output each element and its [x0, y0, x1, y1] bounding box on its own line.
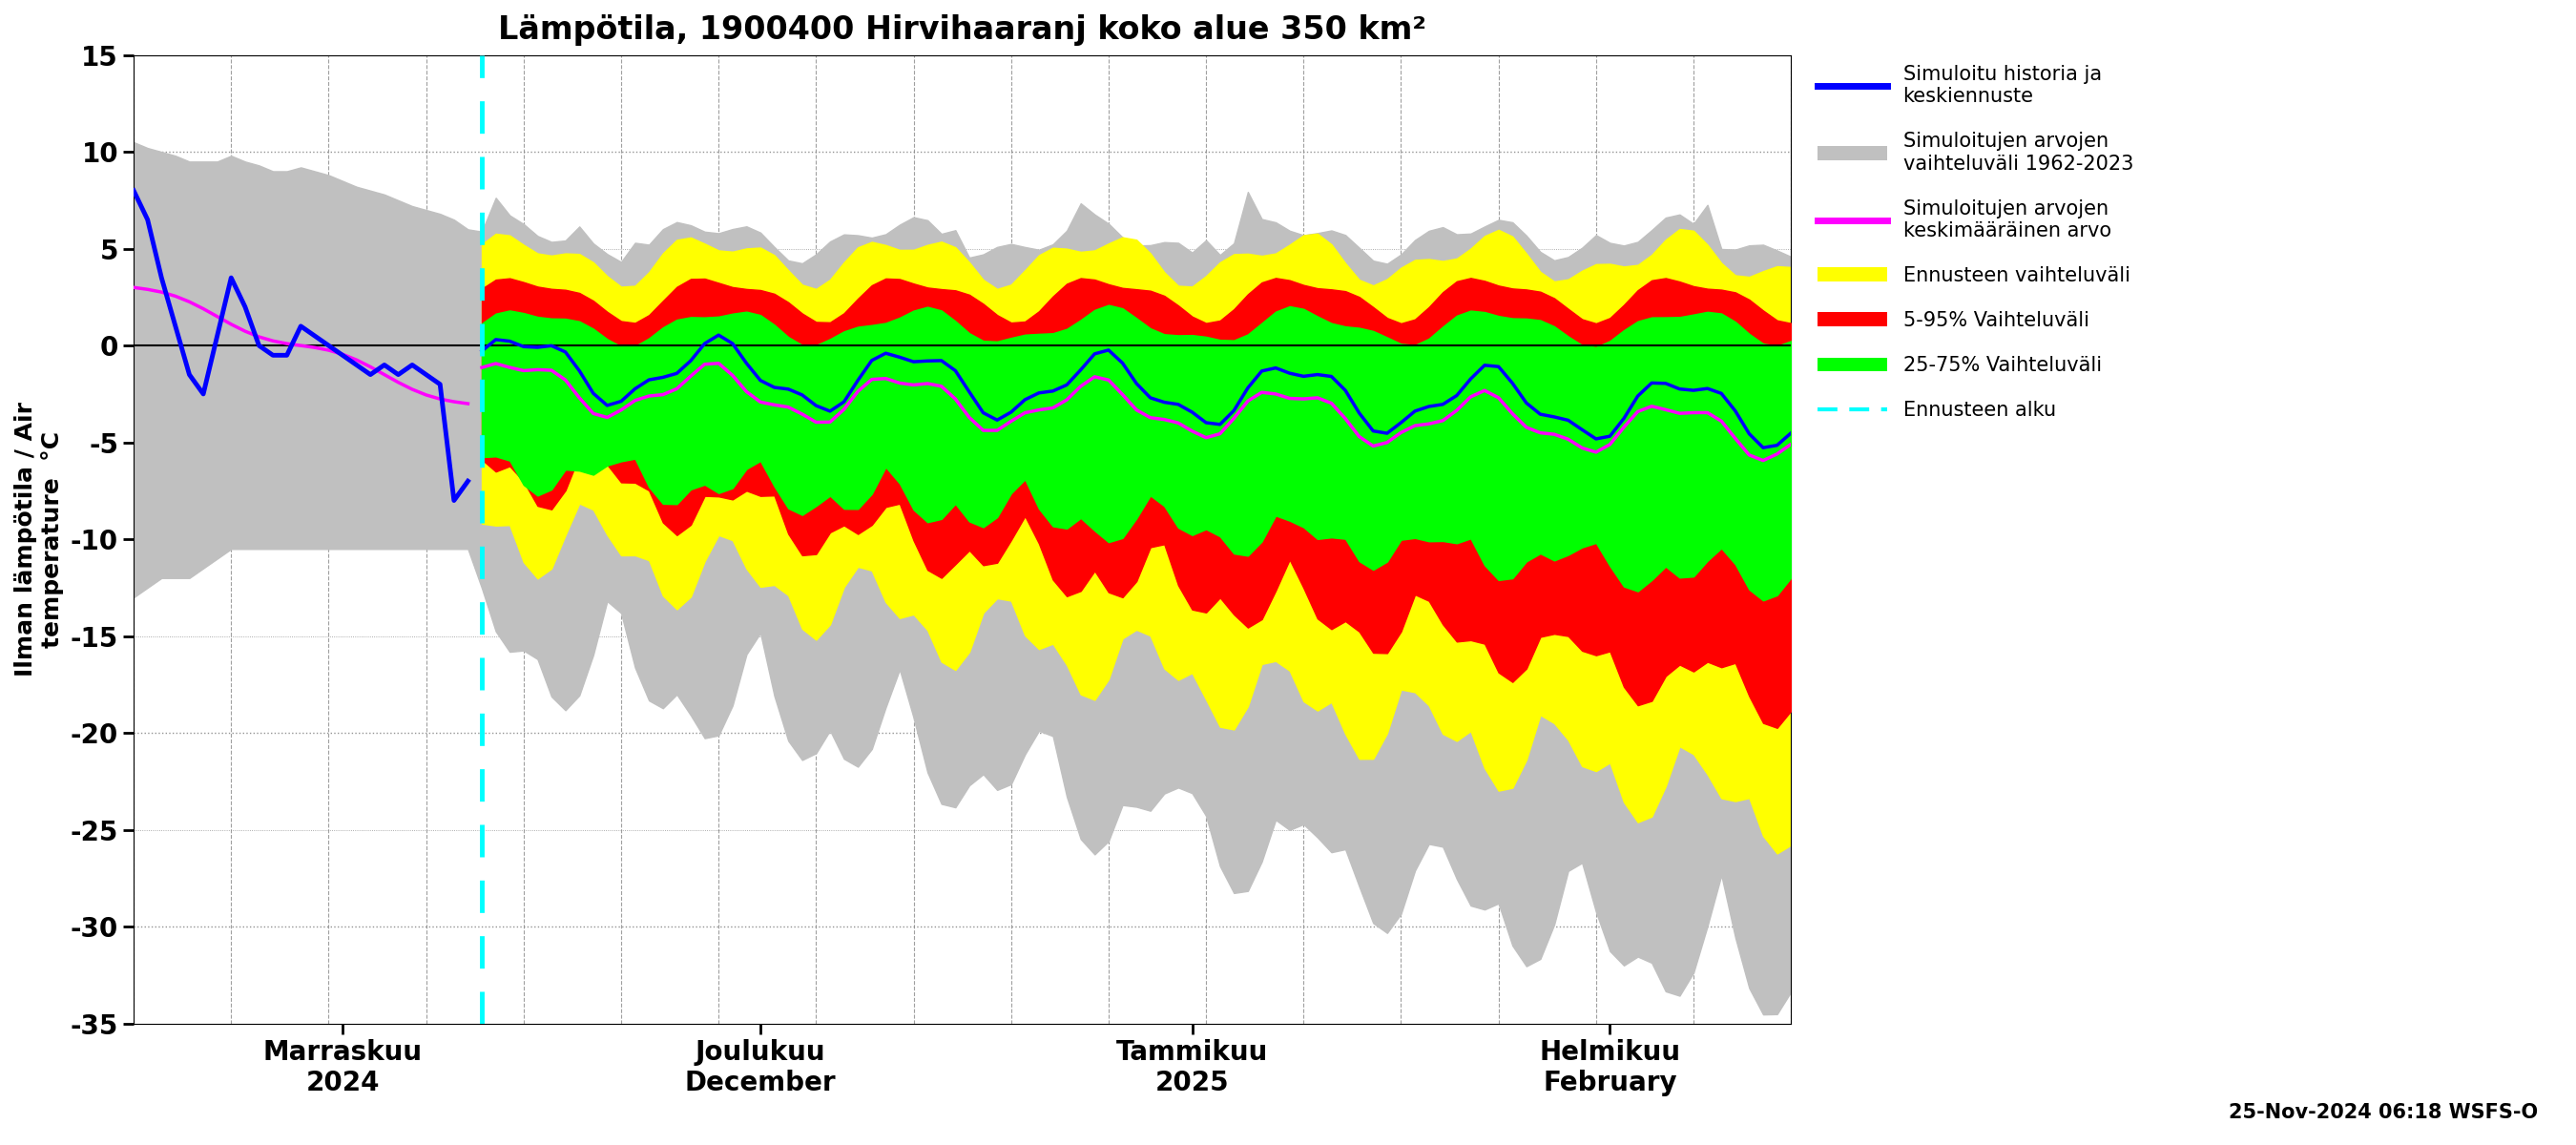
Legend: Simuloitu historia ja
keskiennuste, Simuloitujen arvojen
vaihteluväli 1962-2023,: Simuloitu historia ja keskiennuste, Simu…: [1819, 65, 2133, 420]
Text: 25-Nov-2024 06:18 WSFS-O: 25-Nov-2024 06:18 WSFS-O: [2228, 1103, 2537, 1122]
Title: Lämpötila, 1900400 Hirvihaaranj koko alue 350 km²: Lämpötila, 1900400 Hirvihaaranj koko alu…: [497, 14, 1427, 46]
Y-axis label: Ilman lämpötila / Air
temperature  °C: Ilman lämpötila / Air temperature °C: [15, 402, 64, 677]
